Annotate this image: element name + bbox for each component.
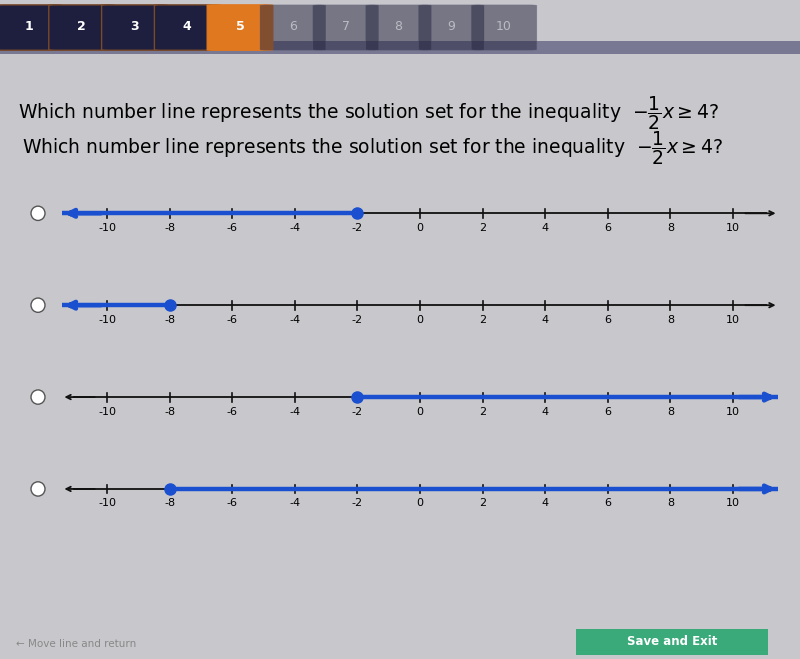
FancyBboxPatch shape [471,5,537,50]
Text: -10: -10 [98,407,116,416]
Text: 10: 10 [726,315,740,325]
Text: -6: -6 [226,315,238,325]
Text: 6: 6 [604,498,611,509]
Text: 0: 0 [417,223,423,233]
Text: 7: 7 [342,20,350,33]
Text: -10: -10 [98,315,116,325]
Text: 4: 4 [183,20,191,33]
Text: 10: 10 [726,223,740,233]
Text: 10: 10 [726,498,740,509]
Text: -8: -8 [164,498,175,509]
Text: -4: -4 [290,498,300,509]
FancyBboxPatch shape [313,5,378,50]
Text: 2: 2 [479,315,486,325]
Text: -4: -4 [290,223,300,233]
Circle shape [31,206,45,221]
Text: -8: -8 [164,223,175,233]
Text: -4: -4 [290,315,300,325]
Text: 10: 10 [726,407,740,416]
Text: 4: 4 [542,315,549,325]
Circle shape [31,390,45,404]
FancyBboxPatch shape [154,5,220,50]
Text: Which number line represents the solution set for the inequality  $-\dfrac{1}{2}: Which number line represents the solutio… [22,129,723,167]
Text: 8: 8 [667,315,674,325]
Text: 2: 2 [479,407,486,416]
Text: Save and Exit: Save and Exit [627,635,717,648]
Text: 0: 0 [417,498,423,509]
Text: 6: 6 [604,407,611,416]
Text: -8: -8 [164,407,175,416]
Text: 6: 6 [604,315,611,325]
FancyBboxPatch shape [49,5,114,50]
Text: -6: -6 [226,498,238,509]
Text: 9: 9 [447,20,455,33]
Text: Which number line represents the solution set for the inequality  $-\dfrac{1}{2}: Which number line represents the solutio… [18,94,719,132]
Text: 8: 8 [394,20,402,33]
Text: 2: 2 [479,223,486,233]
Text: 6: 6 [289,20,297,33]
Text: 4: 4 [542,498,549,509]
Text: -2: -2 [352,498,363,509]
Text: 8: 8 [667,407,674,416]
Text: ← Move line and return: ← Move line and return [16,639,136,648]
Text: 4: 4 [542,223,549,233]
Text: 2: 2 [78,20,86,33]
FancyBboxPatch shape [418,5,484,50]
Text: -2: -2 [352,315,363,325]
Text: 1: 1 [25,20,33,33]
Text: 4: 4 [542,407,549,416]
Circle shape [31,482,45,496]
Text: -10: -10 [98,223,116,233]
FancyBboxPatch shape [0,5,62,50]
Text: 3: 3 [130,20,138,33]
Text: 8: 8 [667,498,674,509]
Text: 8: 8 [667,223,674,233]
Text: -4: -4 [290,407,300,416]
Text: -8: -8 [164,315,175,325]
Text: 10: 10 [496,20,512,33]
Text: 2: 2 [479,498,486,509]
Text: -2: -2 [352,407,363,416]
Text: -10: -10 [98,498,116,509]
FancyBboxPatch shape [207,5,273,50]
FancyBboxPatch shape [260,5,326,50]
FancyBboxPatch shape [366,5,431,50]
Text: -2: -2 [352,223,363,233]
Circle shape [31,298,45,312]
Text: 0: 0 [417,315,423,325]
Text: -6: -6 [226,407,238,416]
FancyBboxPatch shape [576,629,768,655]
Text: 0: 0 [417,407,423,416]
Text: -6: -6 [226,223,238,233]
FancyBboxPatch shape [102,5,167,50]
Text: 5: 5 [236,20,244,33]
Bar [0,41,800,54]
Text: 6: 6 [604,223,611,233]
